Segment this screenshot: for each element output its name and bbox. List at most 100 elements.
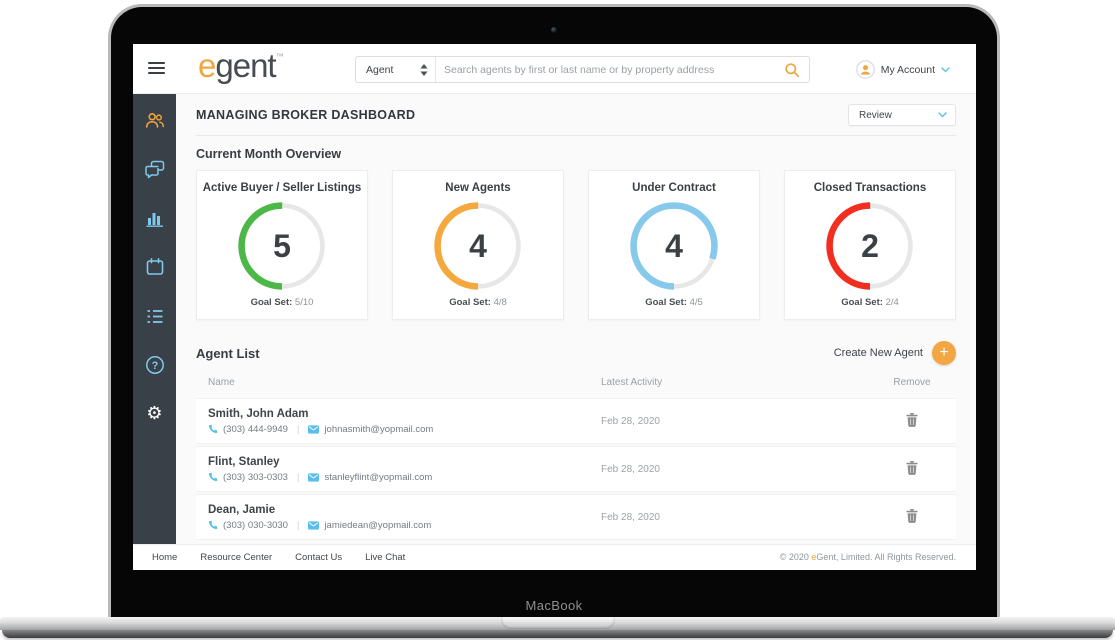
donut-value: 5 xyxy=(273,227,291,264)
sidebar-item-calendar[interactable] xyxy=(145,257,165,277)
search-category-value: Agent xyxy=(366,63,394,76)
overview-card: Active Buyer / Seller Listings 5 Goal Se… xyxy=(196,170,368,320)
phone-icon xyxy=(208,520,218,530)
footer-link[interactable]: Resource Center xyxy=(200,551,273,563)
help-icon: ? xyxy=(145,356,164,374)
sidebar-item-listings[interactable] xyxy=(145,306,165,326)
agent-email[interactable]: jamiedean@yopmail.com xyxy=(324,519,432,531)
review-dropdown[interactable]: Review xyxy=(848,104,956,126)
agent-phone[interactable]: (303) 444-9949 xyxy=(223,423,288,435)
chevron-down-icon xyxy=(941,66,950,73)
macbook-base xyxy=(2,630,1113,638)
card-title: Closed Transactions xyxy=(813,182,927,194)
agent-list-title: Agent List xyxy=(196,345,260,361)
sidebar-item-reports[interactable] xyxy=(145,208,165,228)
footer-links: Home Resource Center Contact Us Live Cha… xyxy=(152,552,405,563)
donut-chart: 2 xyxy=(823,199,917,293)
donut-chart: 4 xyxy=(627,199,721,293)
overview-card: Under Contract 4 Goal Set: 4/5 xyxy=(588,170,760,320)
agent-table-row: Flint, Stanley (303) 303-0303 | stanleyf… xyxy=(196,446,956,492)
sidebar-item-help[interactable]: ? xyxy=(145,355,165,375)
trash-icon xyxy=(906,508,918,523)
goal-value: 5/10 xyxy=(294,297,314,308)
donut-value: 2 xyxy=(861,227,879,264)
chevron-down-icon xyxy=(938,112,947,118)
card-title: New Agents xyxy=(445,182,511,194)
goal-set: Goal Set: 4/5 xyxy=(589,297,759,308)
goal-set: Goal Set: 4/8 xyxy=(393,297,563,308)
my-account-menu[interactable]: My Account xyxy=(855,60,950,79)
footer-link[interactable]: Contact Us xyxy=(295,551,343,563)
phone-icon xyxy=(208,472,218,482)
goal-label: Goal Set: xyxy=(645,297,687,308)
overview-card: New Agents 4 Goal Set: 4/8 xyxy=(392,170,564,320)
gear-icon: ⚙ xyxy=(146,403,163,424)
agent-phone[interactable]: (303) 303-0303 xyxy=(223,471,288,483)
card-title: Under Contract xyxy=(632,182,716,194)
logo-rest: gent xyxy=(215,47,276,84)
macbook-notch xyxy=(500,617,615,629)
latest-activity-date: Feb 28, 2020 xyxy=(601,415,660,427)
donut-arc xyxy=(238,202,326,290)
agent-email[interactable]: stanleyflint@yopmail.com xyxy=(324,471,433,483)
copyright: © 2020 eGent, Limited. All Rights Reserv… xyxy=(779,552,956,562)
create-new-agent-label: Create New Agent xyxy=(833,347,923,359)
search-input[interactable] xyxy=(436,63,775,76)
donut-arc xyxy=(630,202,718,290)
chat-icon xyxy=(144,160,164,178)
sidebar-item-messages[interactable] xyxy=(144,159,165,179)
card-title: Active Buyer / Seller Listings xyxy=(202,182,362,194)
agent-name: Smith, John Adam xyxy=(208,407,309,420)
latest-activity-date: Feb 28, 2020 xyxy=(601,463,660,475)
agent-phone[interactable]: (303) 030-3030 xyxy=(223,519,288,531)
hamburger-menu-icon[interactable] xyxy=(148,62,165,74)
agent-email[interactable]: johnasmith@yopmail.com xyxy=(324,423,434,435)
users-icon xyxy=(145,113,164,128)
email-icon xyxy=(308,520,320,530)
page-title: MANAGING BROKER DASHBOARD xyxy=(196,108,416,122)
trash-icon xyxy=(906,412,918,427)
calendar-icon xyxy=(146,257,163,275)
contact-separator: | xyxy=(296,471,300,483)
remove-agent-button[interactable] xyxy=(904,411,920,432)
column-name: Name xyxy=(208,377,235,388)
footer: Home Resource Center Contact Us Live Cha… xyxy=(133,544,976,569)
email-icon xyxy=(308,424,320,434)
select-stepper-icon xyxy=(420,63,428,76)
create-new-agent-button[interactable]: Create New Agent + xyxy=(834,341,956,365)
webcam-icon xyxy=(551,27,557,33)
sidebar-item-agents[interactable] xyxy=(145,110,165,130)
goal-value: 2/4 xyxy=(885,297,899,308)
goal-value: 4/8 xyxy=(493,297,507,308)
remove-agent-button[interactable] xyxy=(904,507,920,528)
footer-link[interactable]: Live Chat xyxy=(365,551,406,563)
sidebar-item-settings[interactable]: ⚙ xyxy=(145,404,165,424)
overview-card: Closed Transactions 2 Goal Set: 2/4 xyxy=(784,170,956,320)
search-icon xyxy=(785,62,800,77)
bar-chart-icon xyxy=(146,212,163,227)
email-icon xyxy=(308,472,320,482)
search-button[interactable] xyxy=(775,57,809,82)
remove-agent-button[interactable] xyxy=(904,459,920,480)
agent-table-row: Dean, Jamie (303) 030-3030 | jamiedean@y… xyxy=(196,494,956,540)
app-screen: egent™ Agent xyxy=(133,44,976,570)
search-category-select[interactable]: Agent xyxy=(356,57,436,82)
overview-title: Current Month Overview xyxy=(196,147,342,161)
review-dropdown-value: Review xyxy=(859,109,892,121)
plus-icon: + xyxy=(932,341,956,365)
topbar: egent™ Agent xyxy=(133,44,976,94)
footer-link[interactable]: Home xyxy=(152,551,178,563)
copyright-brand-letter: e xyxy=(811,552,817,562)
latest-activity-date: Feb 28, 2020 xyxy=(601,511,660,523)
agent-table-row: Smith, John Adam (303) 444-9949 | johnas… xyxy=(196,398,956,444)
user-avatar-icon xyxy=(855,60,875,79)
main-content: MANAGING BROKER DASHBOARD Review Current… xyxy=(176,94,976,544)
contact-separator: | xyxy=(296,519,300,531)
agent-name: Dean, Jamie xyxy=(208,503,276,516)
agent-rows: Smith, John Adam (303) 444-9949 | johnas… xyxy=(196,398,956,540)
goal-label: Goal Set: xyxy=(250,297,293,308)
agent-table-header: Name Latest Activity Remove xyxy=(196,377,956,388)
my-account-label: My Account xyxy=(880,63,935,76)
phone-icon xyxy=(208,424,218,434)
